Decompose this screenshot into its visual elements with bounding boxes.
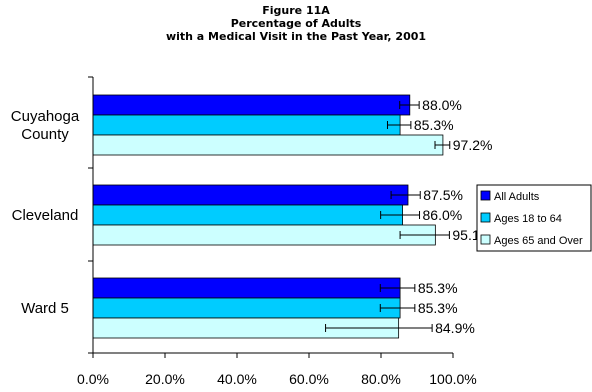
legend-swatch xyxy=(480,234,491,245)
x-tick-label: 100.0% xyxy=(429,371,476,387)
bar xyxy=(92,114,401,136)
chart-title-line-3: with a Medical Visit in the Past Year, 2… xyxy=(166,30,426,43)
data-label: 85.3% xyxy=(418,300,458,316)
category-label: Cleveland xyxy=(12,207,79,224)
legend-box xyxy=(476,184,592,252)
legend-label: All Adults xyxy=(494,191,540,203)
bar xyxy=(92,94,411,116)
legend-swatch xyxy=(480,212,491,223)
x-tick-label: 0.0% xyxy=(77,371,109,387)
legend-label: Ages 18 to 64 xyxy=(494,213,562,225)
legend-swatch xyxy=(480,190,491,201)
data-label: 85.3% xyxy=(418,280,458,296)
chart-title: Figure 11A Percentage of Adults with a M… xyxy=(166,4,426,43)
data-label: 85.3% xyxy=(414,117,454,133)
bar xyxy=(92,134,444,156)
bar xyxy=(92,297,401,319)
legend: All Adults Ages 18 to 64 Ages 65 and Over xyxy=(476,184,592,252)
x-tick-label: 40.0% xyxy=(217,371,257,387)
x-tick-label: 60.0% xyxy=(289,371,329,387)
category-label: Cuyahoga County xyxy=(11,108,80,143)
data-label: 84.9% xyxy=(435,320,475,336)
bar xyxy=(92,184,409,206)
data-label: 97.2% xyxy=(453,137,493,153)
chart-title-line-1: Figure 11A xyxy=(262,4,330,17)
data-label: 88.0% xyxy=(422,97,462,113)
x-tick-label: 20.0% xyxy=(145,371,185,387)
bar xyxy=(92,224,436,246)
category-label: Ward 5 xyxy=(21,300,69,317)
data-label: 86.0% xyxy=(423,207,463,223)
chart-title-line-2: Percentage of Adults xyxy=(231,17,362,30)
bar xyxy=(92,204,404,226)
x-tick-label: 80.0% xyxy=(361,371,401,387)
legend-label: Ages 65 and Over xyxy=(494,235,583,247)
bar xyxy=(92,277,401,299)
data-label: 87.5% xyxy=(423,187,463,203)
plot-area: 88.0%87.5%85.3%85.3%86.0%85.3%97.2%95.1%… xyxy=(11,76,493,387)
